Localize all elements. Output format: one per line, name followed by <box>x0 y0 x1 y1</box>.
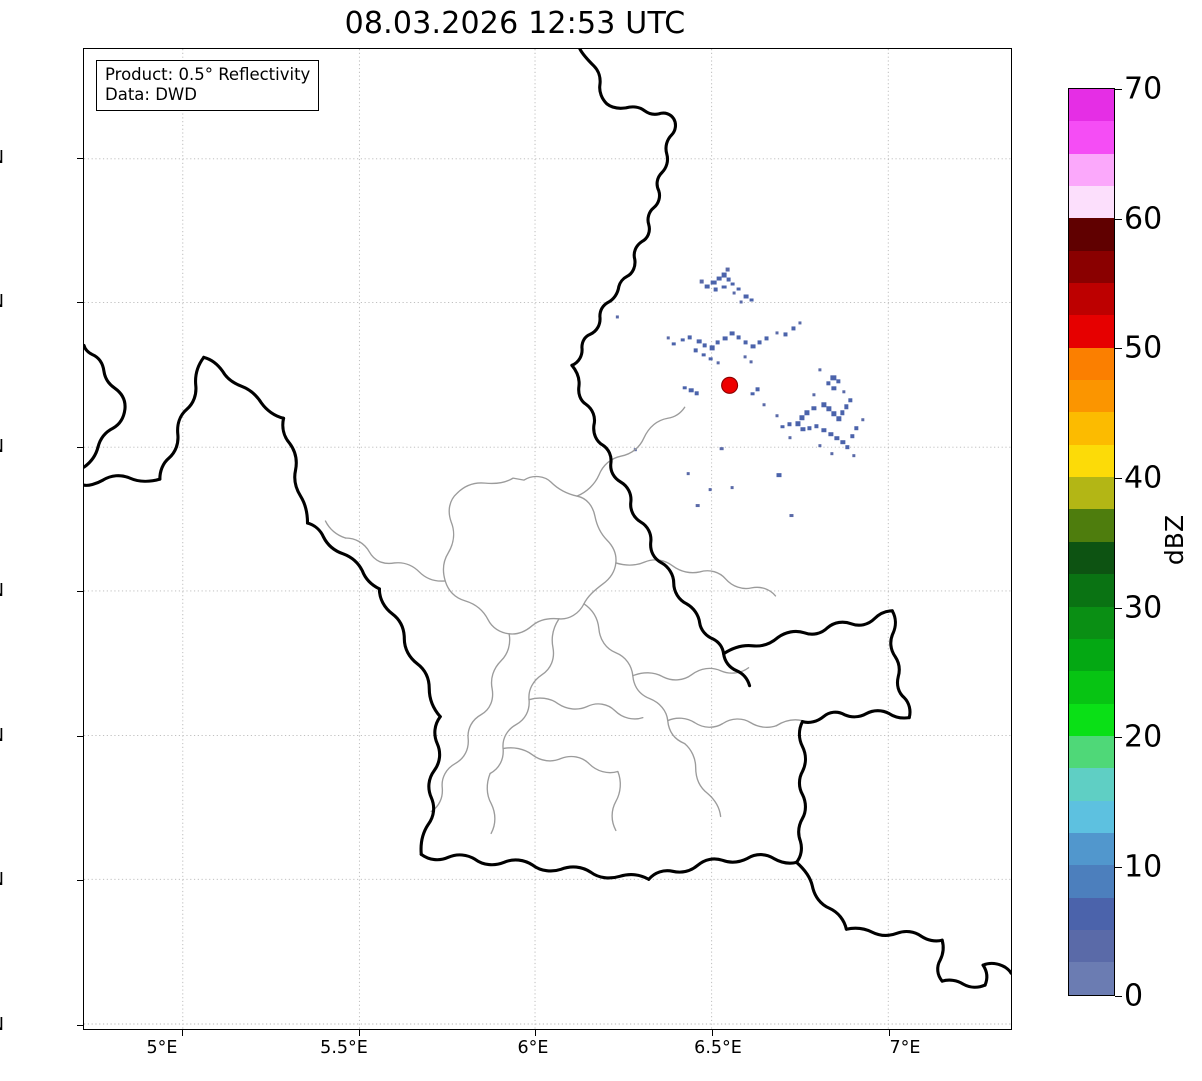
colorbar-band-47.5-50 <box>1069 347 1114 381</box>
ytick-mark-49-5 <box>77 736 83 737</box>
ytick-label-49-25: 49.25°N <box>0 870 4 890</box>
product-info-box: Product: 0.5° Reflectivity Data: DWD <box>96 60 320 112</box>
cbtick-label-40: 40 <box>1124 460 1163 496</box>
ytick-label-49: 49°N <box>0 1015 4 1035</box>
colorbar-band-10-12.5 <box>1069 832 1114 866</box>
ytick-label-49-75: 49.75°N <box>0 581 4 601</box>
colorbar-band-45-47.5 <box>1069 380 1114 413</box>
xtick-mark-5-5e <box>359 1030 360 1036</box>
cbtick-mark-50 <box>1115 348 1122 349</box>
cbtick-label-60: 60 <box>1124 201 1163 237</box>
xtick-label-5-5e: 5.5°E <box>320 1038 368 1058</box>
map-plot-area[interactable]: Product: 0.5° Reflectivity Data: DWD <box>83 48 1012 1030</box>
radar-station-marker[interactable] <box>721 376 739 394</box>
colorbar-band-0-2.5 <box>1069 962 1114 995</box>
colorbar-band-15-17.5 <box>1069 768 1114 801</box>
ytick-mark-49-25 <box>77 880 83 881</box>
ytick-label-49-5: 49.5°N <box>0 726 4 746</box>
cbtick-mark-70 <box>1115 89 1122 90</box>
cbtick-mark-60 <box>1115 219 1122 220</box>
colorbar-band-32.5-35 <box>1069 541 1114 575</box>
cbtick-label-10: 10 <box>1124 849 1163 885</box>
cbtick-label-50: 50 <box>1124 330 1163 366</box>
country-borders <box>84 49 1011 989</box>
page-title: 08.03.2026 12:53 UTC <box>344 6 686 41</box>
colorbar-band-25-27.5 <box>1069 638 1114 672</box>
map-canvas <box>84 49 1011 1029</box>
colorbar-band-50-52.5 <box>1069 315 1114 348</box>
xtick-label-7e: 7°E <box>889 1038 921 1058</box>
cbtick-mark-20 <box>1115 737 1122 738</box>
cbtick-mark-10 <box>1115 867 1122 868</box>
cbtick-label-20: 20 <box>1124 719 1163 755</box>
ytick-mark-49 <box>77 1025 83 1026</box>
colorbar-band-20-22.5 <box>1069 703 1114 736</box>
cbtick-mark-30 <box>1115 608 1122 609</box>
ytick-label-50: 50°N <box>0 437 4 457</box>
cbtick-mark-0 <box>1115 996 1122 997</box>
colorbar-band-5-7.5 <box>1069 897 1114 930</box>
cbtick-label-70: 70 <box>1124 71 1163 107</box>
cbtick-label-0: 0 <box>1124 978 1144 1014</box>
colorbar-band-42.5-45 <box>1069 412 1114 445</box>
colorbar-axis-label: dBZ <box>1160 514 1189 566</box>
gridlines <box>84 49 1011 1029</box>
colorbar-band-57.5-60 <box>1069 218 1114 251</box>
administrative-borders <box>324 406 804 835</box>
colorbar-band-60-62.5 <box>1069 186 1114 219</box>
ytick-mark-50-5 <box>77 158 83 159</box>
xtick-label-6-5e: 6.5°E <box>694 1038 742 1058</box>
colorbar-band-22.5-25 <box>1069 671 1114 704</box>
colorbar-band-65-67.5 <box>1069 121 1114 154</box>
ytick-mark-50-25 <box>77 302 83 303</box>
colorbar-band-62.5-65 <box>1069 153 1114 187</box>
xtick-mark-6-5e <box>712 1030 713 1036</box>
colorbar-band-52.5-55 <box>1069 283 1114 316</box>
data-source-line: Data: DWD <box>105 85 197 105</box>
colorbar-band-55-57.5 <box>1069 250 1114 284</box>
cbtick-mark-40 <box>1115 478 1122 479</box>
xtick-label-6e: 6°E <box>517 1038 549 1058</box>
xtick-mark-7e <box>889 1030 890 1036</box>
xtick-mark-6e <box>535 1030 536 1036</box>
colorbar-band-7.5-10 <box>1069 865 1114 898</box>
colorbar-band-17.5-20 <box>1069 735 1114 769</box>
colorbar-band-27.5-30 <box>1069 606 1114 639</box>
ytick-label-50-25: 50.25°N <box>0 292 4 312</box>
ytick-mark-50 <box>77 447 83 448</box>
colorbar-band-30-32.5 <box>1069 574 1114 607</box>
product-line: Product: 0.5° Reflectivity <box>105 65 311 84</box>
ytick-label-50-5: 50.5°N <box>0 148 4 168</box>
colorbar-band-40-42.5 <box>1069 444 1114 478</box>
colorbar-band-67.5-70 <box>1069 89 1114 122</box>
radar-echoes <box>615 267 865 518</box>
colorbar-band-37.5-40 <box>1069 477 1114 510</box>
xtick-label-5e: 5°E <box>146 1038 178 1058</box>
colorbar[interactable] <box>1068 88 1115 996</box>
colorbar-band-12.5-15 <box>1069 800 1114 833</box>
colorbar-band-2.5-5 <box>1069 929 1114 963</box>
colorbar-band-35-37.5 <box>1069 509 1114 542</box>
ytick-mark-49-75 <box>77 591 83 592</box>
xtick-mark-5e <box>182 1030 183 1036</box>
cbtick-label-30: 30 <box>1124 590 1163 626</box>
